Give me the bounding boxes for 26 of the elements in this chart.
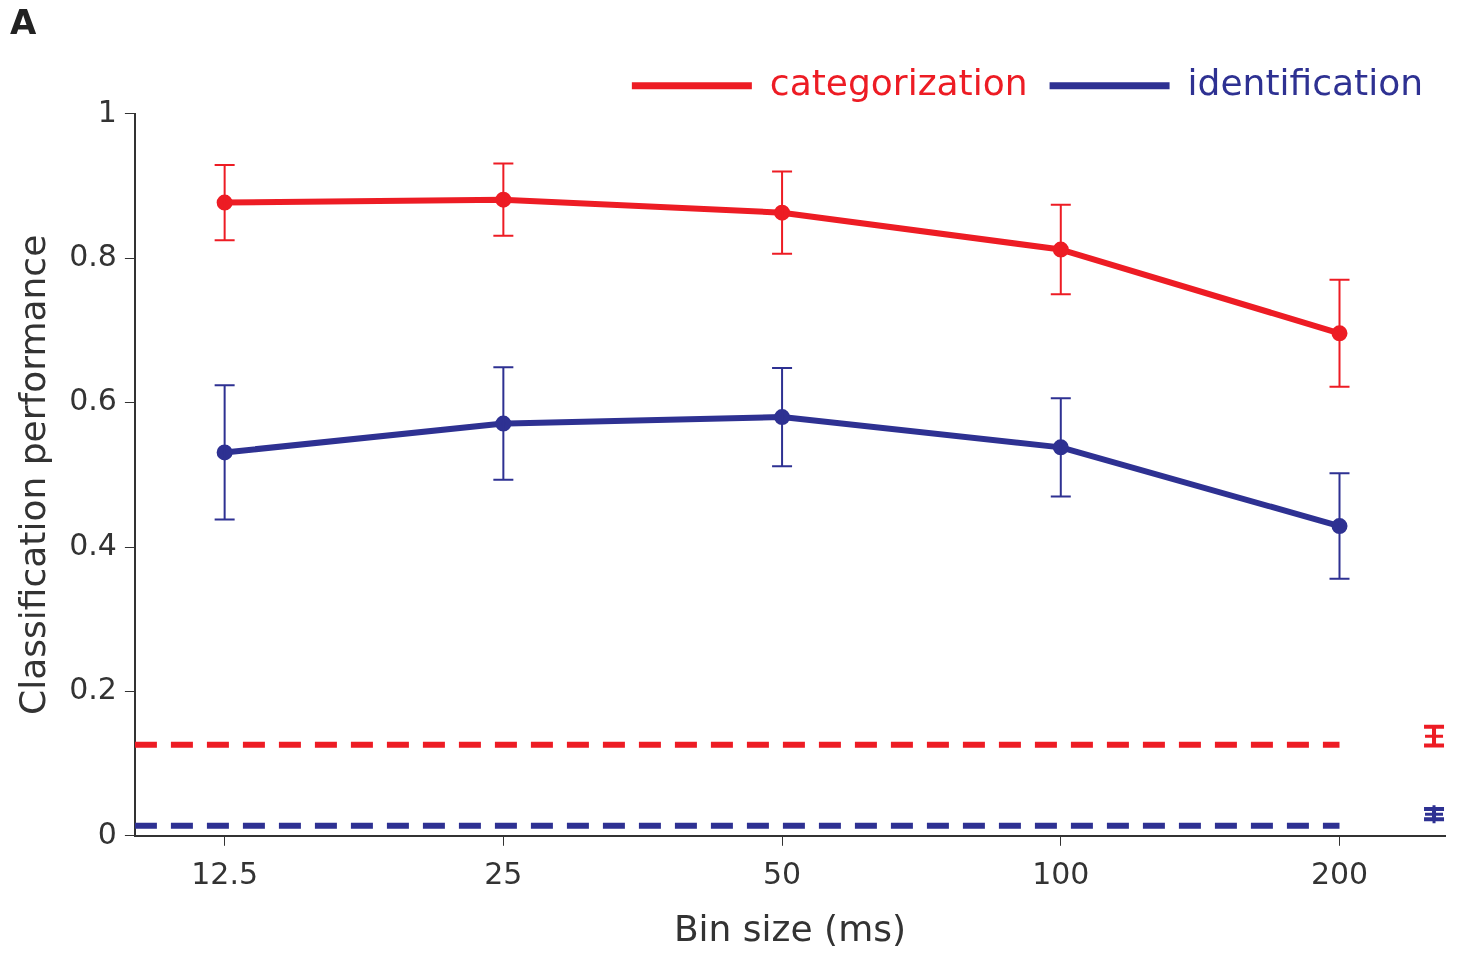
- x-tick-label: 100: [1032, 855, 1090, 891]
- point: [495, 415, 512, 432]
- x-tick-label: 50: [762, 855, 802, 891]
- point: [1331, 325, 1348, 342]
- point: [216, 444, 233, 461]
- y-axis-title: Classification performance: [11, 234, 53, 715]
- y-tick-label: 0.4: [69, 526, 117, 562]
- x-tick-label: 25: [484, 855, 523, 891]
- point: [1052, 241, 1069, 258]
- point: [216, 194, 233, 211]
- y-tick-label: 0.8: [69, 238, 117, 273]
- point: [774, 409, 791, 426]
- y-tick-label: 0.6: [69, 382, 117, 418]
- y-tick-label: 0.2: [69, 671, 117, 707]
- point: [774, 204, 791, 221]
- y-tick-label: 0: [97, 815, 117, 851]
- point: [495, 191, 512, 208]
- y-tick-label: 1: [97, 93, 117, 129]
- point: [1331, 518, 1348, 535]
- x-tick-label: 200: [1310, 855, 1369, 891]
- chart-title: A: [10, 2, 37, 43]
- x-tick-label: 12.5: [191, 855, 259, 891]
- point: [1052, 439, 1069, 456]
- legend-label: categorization: [769, 62, 1028, 104]
- x-axis-title: Bin size (ms): [673, 907, 907, 949]
- legend-label: identification: [1187, 62, 1424, 104]
